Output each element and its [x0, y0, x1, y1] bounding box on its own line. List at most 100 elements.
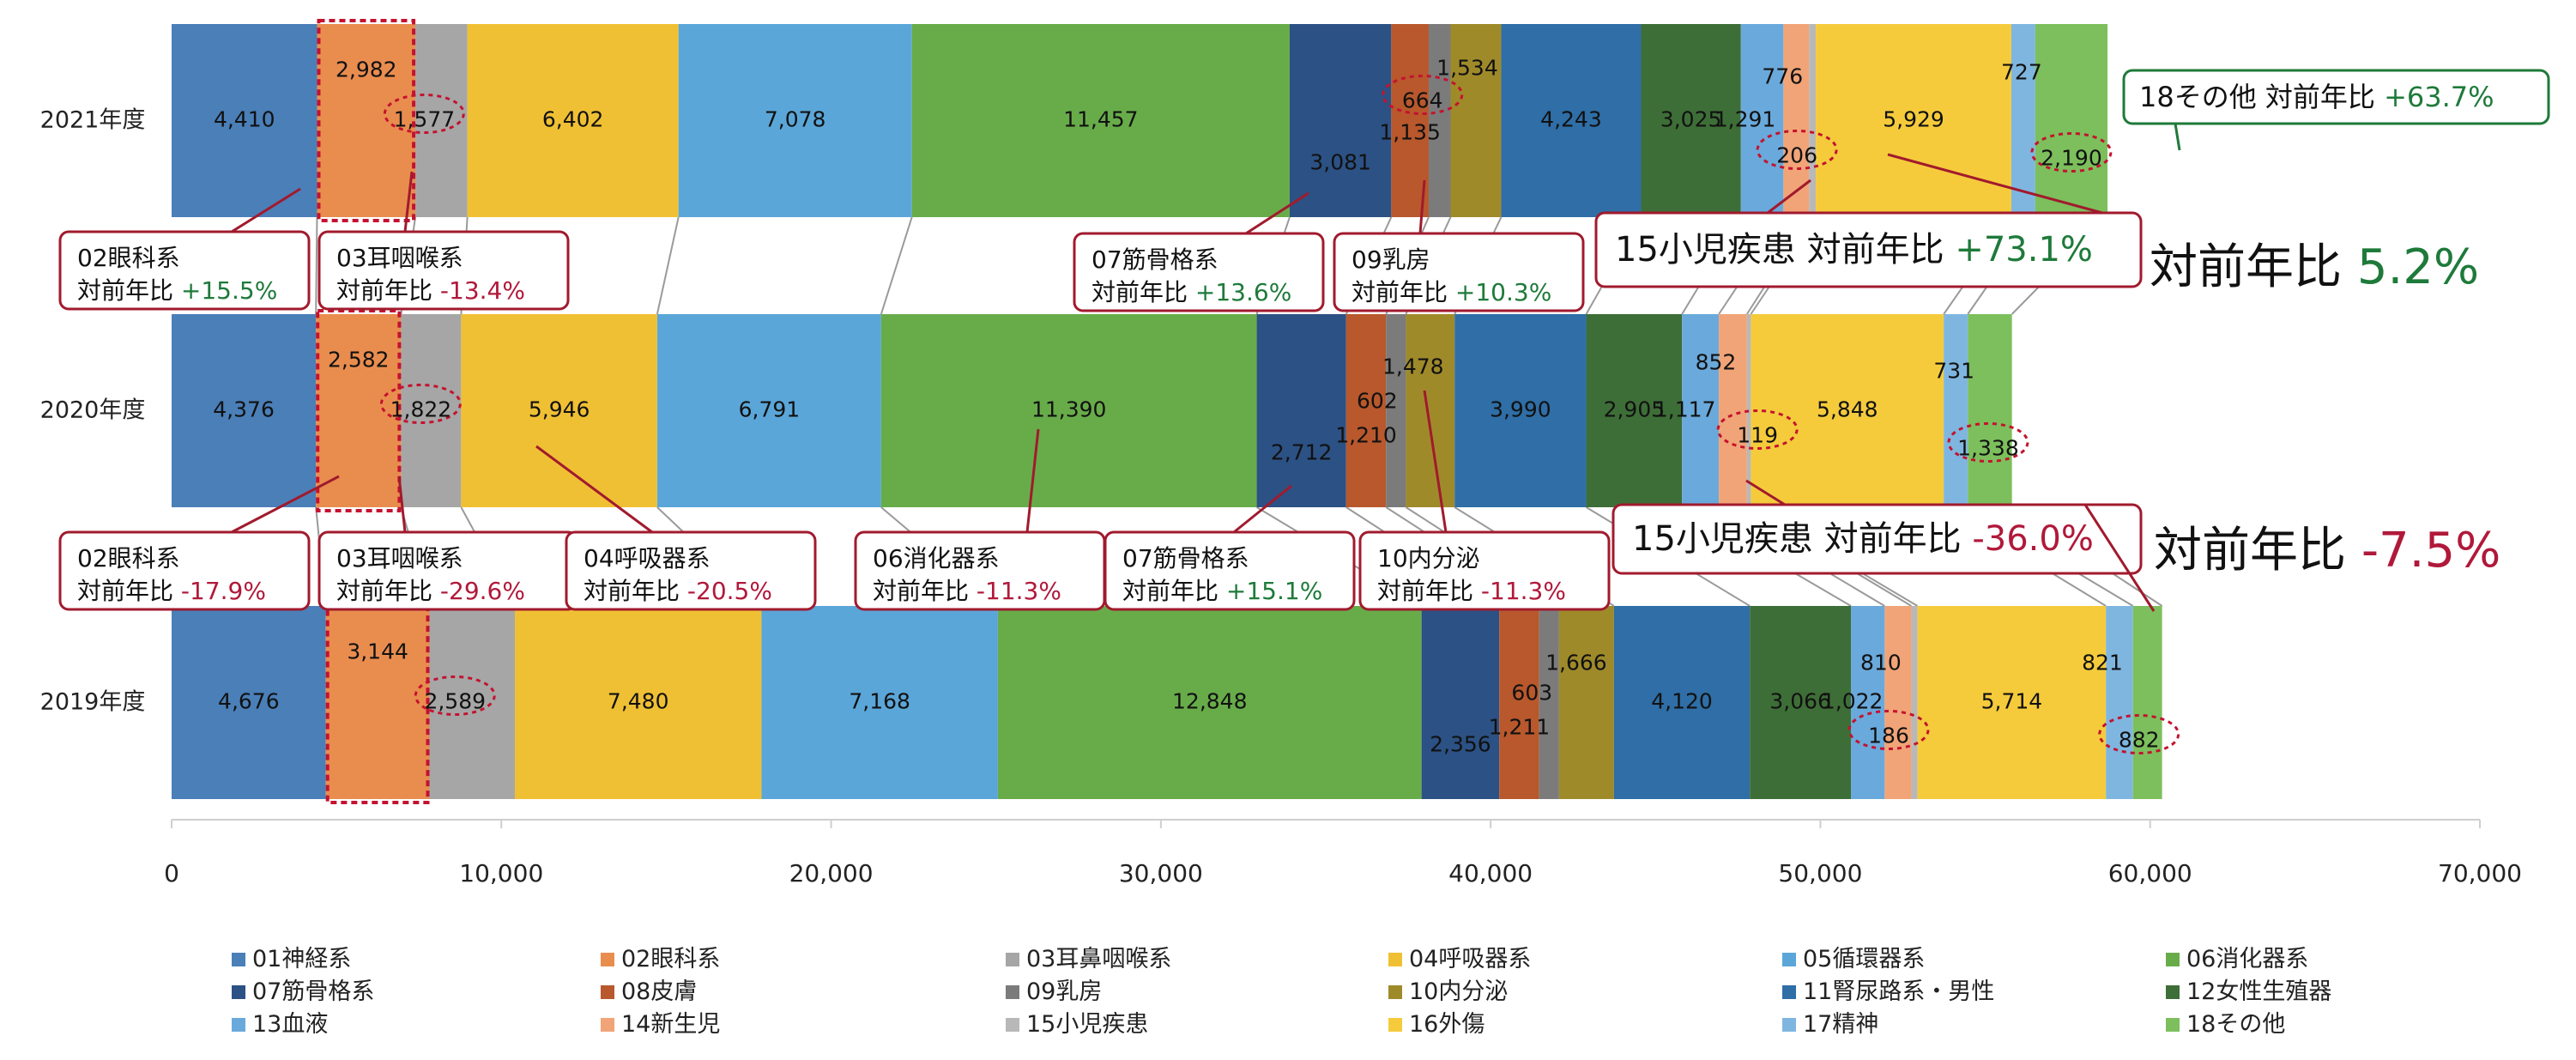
connector-line	[880, 216, 913, 315]
connector-line	[656, 216, 680, 315]
callout-value: -36.0%	[1972, 519, 2094, 559]
callout-box	[317, 230, 570, 311]
total-change-value: -7.5%	[2361, 523, 2500, 578]
legend-swatch	[601, 1018, 614, 1032]
bar-05循環器系-2	[761, 606, 998, 799]
callout-value: -11.3%	[977, 577, 1061, 605]
callout-value: -29.6%	[440, 577, 525, 605]
legend-swatch	[232, 1018, 245, 1032]
value-label-05循環器系-0: 7,078	[765, 107, 826, 132]
value-label-16外傷-1: 5,848	[1817, 397, 1878, 422]
legend-label: 06消化器系	[2186, 946, 2308, 972]
legend-swatch	[1782, 1018, 1796, 1032]
legend-label: 02眼科系	[621, 946, 720, 972]
callout-text: 対前年比 -29.6%	[336, 577, 525, 605]
bar-04呼吸器系-2	[515, 606, 762, 799]
bar-14新生児-0	[1783, 24, 1810, 217]
value-label-13血液-2: 1,022	[1822, 689, 1884, 714]
bar-12女性生殖器-0	[1641, 24, 1741, 217]
legend-item-05循環器系: 05循環器系	[1782, 946, 1925, 972]
value-label-02眼科系-1: 2,582	[328, 348, 390, 373]
callout-box	[2122, 69, 2550, 125]
value-label-08皮膚-0: 1,135	[1379, 120, 1441, 145]
value-label-02眼科系-2: 3,144	[347, 639, 408, 664]
value-label-18その他-2: 882	[2119, 728, 2160, 753]
segment-value-labels: 4,410 2,982 1,577 6,402 7,078 11,457 3,081 1,13…	[213, 56, 2159, 757]
legend-item-14新生児: 14新生児	[601, 1011, 720, 1038]
value-label-03耳鼻咽喉系-2: 2,589	[424, 689, 486, 714]
legend-swatch	[1006, 953, 1019, 966]
value-label-16外傷-0: 5,929	[1883, 107, 1944, 132]
callout-text: 15小児疾患 対前年比 +73.1%	[1615, 230, 2093, 270]
callout-box	[1104, 530, 1356, 611]
value-label-03耳鼻咽喉系-1: 1,822	[390, 397, 452, 422]
callout-text: 対前年比 -11.3%	[1377, 577, 1566, 605]
bar-16外傷-1	[1751, 314, 1944, 507]
value-label-07筋骨格系-0: 3,081	[1309, 150, 1371, 175]
value-label-15小児疾患-1: 119	[1737, 423, 1778, 448]
legend-label: 15小児疾患	[1026, 1011, 1148, 1038]
value-label-18その他-0: 2,190	[2041, 146, 2102, 171]
value-label-01神経系-1: 4,376	[213, 397, 275, 422]
y-tick-label: 2021年度	[40, 107, 146, 134]
legend-item-02眼科系: 02眼科系	[601, 946, 720, 972]
legend: 01神経系 02眼科系 03耳鼻咽喉系 04呼吸器系 05循環器系 06消化器系 07筋骨格…	[232, 946, 2331, 1038]
bar-11腎尿路系・男性-2	[1613, 606, 1751, 799]
highlight-circle	[379, 384, 462, 424]
highlight-markers	[316, 19, 2180, 804]
bar-10内分泌-2	[1558, 606, 1614, 799]
bar-14新生児-2	[1884, 606, 1912, 799]
x-tick-label: 50,000	[1778, 859, 1862, 887]
callout-name: 04呼吸器系	[584, 544, 711, 572]
bar-09乳房-2	[1539, 606, 1559, 799]
callout-text: 対前年比 +15.1%	[1122, 577, 1322, 605]
value-label-17精神-0: 727	[2001, 60, 2042, 85]
bar-06消化器系-2	[997, 606, 1422, 799]
legend-item-18その他: 18その他	[2166, 1011, 2285, 1038]
bar-11腎尿路系・男性-0	[1501, 24, 1642, 217]
legend-label: 10内分泌	[1409, 978, 1508, 1005]
x-tick-label: 10,000	[459, 859, 543, 887]
legend-swatch	[1388, 1018, 1402, 1032]
legend-swatch	[1388, 985, 1402, 999]
callout-name: 06消化器系	[873, 544, 1000, 572]
legend-label: 03耳鼻咽喉系	[1026, 946, 1171, 972]
legend-label: 12女性生殖器	[2186, 978, 2331, 1005]
bar-17精神-0	[2011, 24, 2035, 217]
callout-value: +15.5%	[181, 276, 277, 305]
bar-07筋骨格系-2	[1421, 606, 1500, 799]
bar-18その他-1	[1968, 314, 2012, 507]
legend-item-12女性生殖器: 12女性生殖器	[2166, 978, 2331, 1005]
callout-box	[1358, 530, 1611, 611]
value-label-11腎尿路系・男性-2: 4,120	[1651, 689, 1713, 714]
bar-12女性生殖器-2	[1750, 606, 1852, 799]
value-label-16外傷-2: 5,714	[1981, 689, 2043, 714]
value-label-14新生児-1: 852	[1696, 350, 1737, 375]
legend-label: 11腎尿路系・男性	[1803, 978, 1994, 1005]
highlight-rect-02	[316, 309, 402, 512]
callout-value: +15.1%	[1226, 577, 1322, 605]
callout-box	[58, 530, 311, 611]
callout-box	[1612, 503, 2143, 575]
callout-pointer	[231, 475, 340, 534]
value-label-04呼吸器系-1: 5,946	[529, 397, 590, 422]
connector-line	[315, 216, 318, 315]
legend-swatch	[232, 953, 245, 966]
highlight-circle	[1716, 409, 1799, 450]
value-label-18その他-1: 1,338	[1957, 436, 2019, 461]
callout-name: 07筋骨格系	[1122, 544, 1249, 572]
legend-swatch	[601, 985, 614, 999]
highlight-circle	[1947, 422, 2029, 463]
value-label-15小児疾患-2: 186	[1868, 724, 1909, 748]
y-tick-label: 2020年度	[40, 397, 146, 424]
callout-name: 10内分泌	[1377, 544, 1480, 572]
value-label-10内分泌-0: 1,534	[1436, 56, 1498, 81]
callout-pointer	[1887, 153, 2103, 215]
callout-name: 07筋骨格系	[1091, 245, 1218, 274]
